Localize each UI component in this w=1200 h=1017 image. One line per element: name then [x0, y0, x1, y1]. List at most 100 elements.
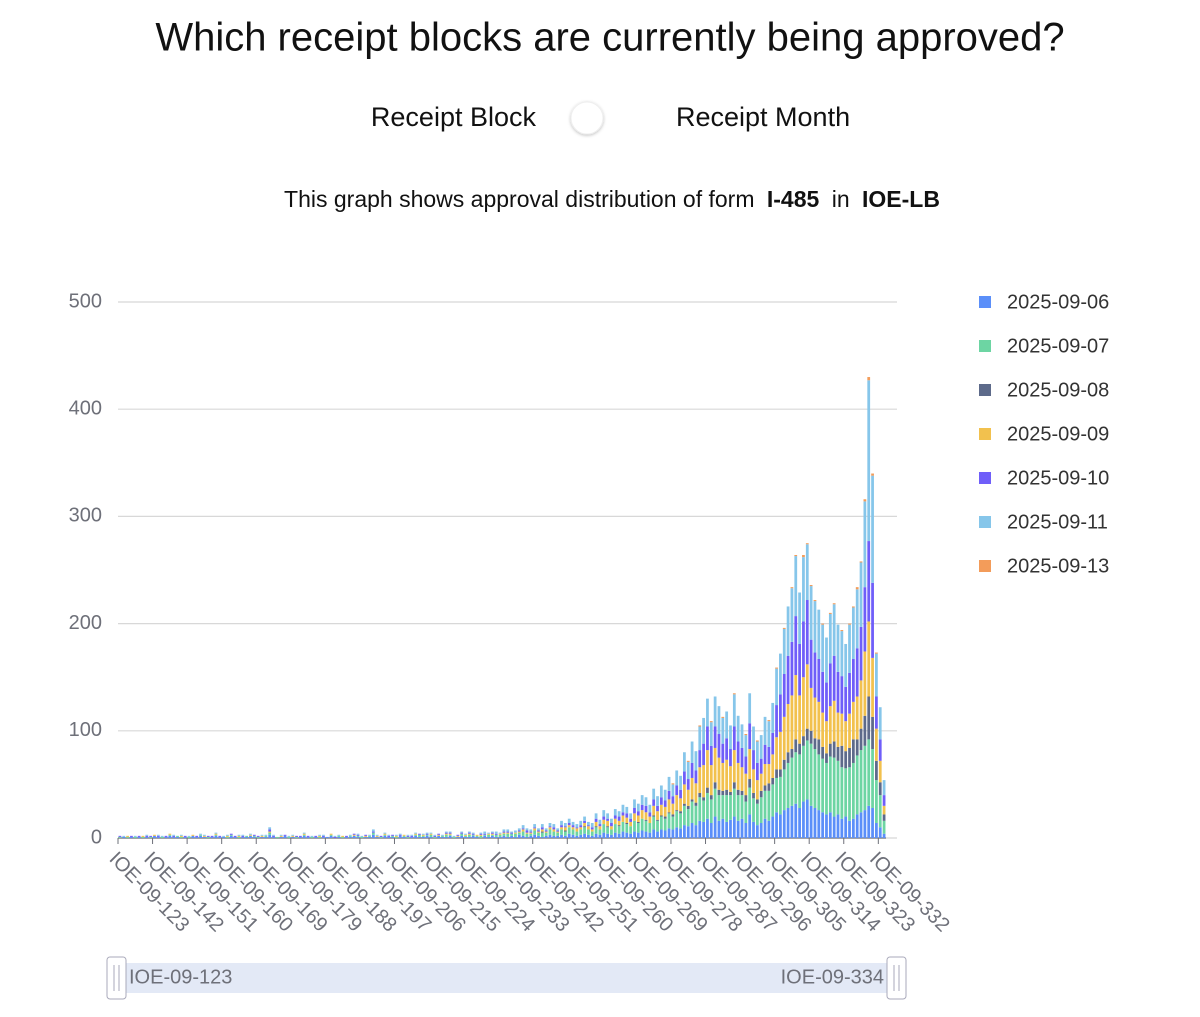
bar-segment — [429, 836, 433, 838]
bar-segment — [494, 831, 498, 834]
bar-segment — [494, 833, 498, 835]
bar-segment — [771, 784, 775, 817]
legend-item[interactable]: 2025-09-09 — [979, 423, 1109, 445]
bar-segment — [460, 832, 464, 834]
bar-segment — [805, 664, 809, 729]
view-toggle[interactable]: Receipt Block Receipt Month — [371, 101, 850, 135]
bar-segment — [744, 773, 748, 796]
bar-segment — [310, 836, 314, 838]
bar-segment — [395, 834, 398, 836]
bar-segment — [802, 621, 805, 678]
bar-segment — [275, 836, 279, 838]
bar-segment — [525, 836, 529, 838]
bar-segment — [160, 836, 164, 838]
bar-segment — [414, 833, 417, 835]
bar-segment — [172, 835, 176, 837]
bar-segment — [836, 760, 840, 815]
bar-segment — [310, 835, 314, 837]
toggle-left-label[interactable]: Receipt Block — [371, 102, 537, 132]
bar-segment — [878, 795, 882, 828]
bar-segment — [721, 790, 725, 796]
bar-segment — [648, 822, 652, 833]
bar-segment — [625, 822, 629, 825]
legend-item[interactable]: 2025-09-07 — [979, 335, 1109, 357]
bar-segment — [498, 834, 502, 837]
bar-segment — [233, 836, 237, 838]
bar-segment — [567, 833, 571, 838]
bar-segment — [790, 695, 794, 750]
bar-segment — [571, 834, 575, 838]
bar-segment — [786, 762, 790, 808]
bar-segment — [775, 777, 778, 813]
legend-item[interactable]: 2025-09-06 — [979, 291, 1109, 313]
bar-segment — [540, 824, 544, 828]
bar-segment — [402, 835, 406, 837]
bar-segment — [341, 836, 345, 838]
bar-segment — [659, 785, 663, 798]
zoom-handle[interactable] — [106, 956, 127, 1000]
bar-segment — [606, 826, 609, 828]
bar-segment — [602, 832, 606, 838]
legend-label: 2025-09-10 — [1007, 467, 1109, 489]
legend-item[interactable]: 2025-09-11 — [979, 511, 1108, 533]
bar-segment — [598, 819, 602, 825]
bar-segment — [206, 835, 210, 837]
bar-segment — [540, 832, 544, 837]
bar-segment — [571, 821, 575, 826]
data-zoom[interactable]: IOE-09-123 IOE-09-334 — [106, 956, 907, 1000]
bar-segment — [487, 834, 490, 837]
bar-segment — [479, 833, 483, 835]
bar-segment — [825, 753, 828, 763]
bar-segment — [683, 784, 686, 804]
subtitle-text: in — [832, 186, 850, 212]
bar-segment — [690, 741, 694, 763]
bar-segment — [133, 836, 137, 838]
bar-segment — [844, 816, 848, 838]
bar-segment — [617, 833, 621, 838]
bar-segment — [375, 835, 379, 837]
bar-segment — [752, 726, 755, 751]
bar-segment — [713, 816, 717, 838]
bar-segment — [771, 754, 775, 778]
bar-segment — [168, 834, 172, 836]
bar-segment — [256, 835, 260, 837]
bar-segment — [709, 722, 713, 746]
bar-segment — [252, 834, 256, 836]
zoom-handle[interactable] — [886, 956, 907, 1000]
bar-segment — [755, 803, 759, 826]
bar-segment — [464, 833, 467, 835]
chart: 0100200300400500IOE-09-123IOE-09-142IOE-… — [69, 290, 1110, 936]
bar-segment — [502, 833, 506, 836]
y-tick-label: 200 — [69, 612, 102, 634]
bar-segment — [867, 541, 871, 622]
bar-segment — [571, 825, 575, 828]
bar-segment — [433, 834, 437, 836]
bar-segment — [410, 835, 414, 837]
bar-segment — [752, 821, 755, 838]
bar-segment — [587, 821, 590, 826]
bar-segment — [494, 836, 498, 838]
zoom-track[interactable] — [115, 963, 900, 993]
bar-segment — [732, 694, 736, 727]
bar-segment — [717, 820, 721, 838]
toggle-right-label[interactable]: Receipt Month — [676, 102, 850, 132]
bar-segment — [402, 834, 406, 836]
bar-segment — [268, 834, 272, 838]
legend-item[interactable]: 2025-09-08 — [979, 379, 1109, 401]
bar-segment — [798, 695, 801, 744]
bar-segment — [775, 668, 778, 706]
bar-segment — [775, 667, 778, 669]
bar-segment — [606, 813, 609, 819]
bar-segment — [740, 747, 744, 768]
legend-item[interactable]: 2025-09-10 — [979, 467, 1109, 489]
legend-label: 2025-09-11 — [1007, 511, 1108, 533]
bar-segment — [786, 655, 790, 704]
bar-segment — [759, 735, 763, 759]
legend-item[interactable]: 2025-09-13 — [979, 555, 1109, 577]
bar-segment — [575, 831, 579, 836]
bar-segment — [763, 818, 767, 838]
bar-segment — [848, 713, 851, 748]
bar-segment — [587, 829, 590, 835]
toggle-knob[interactable] — [570, 101, 604, 135]
